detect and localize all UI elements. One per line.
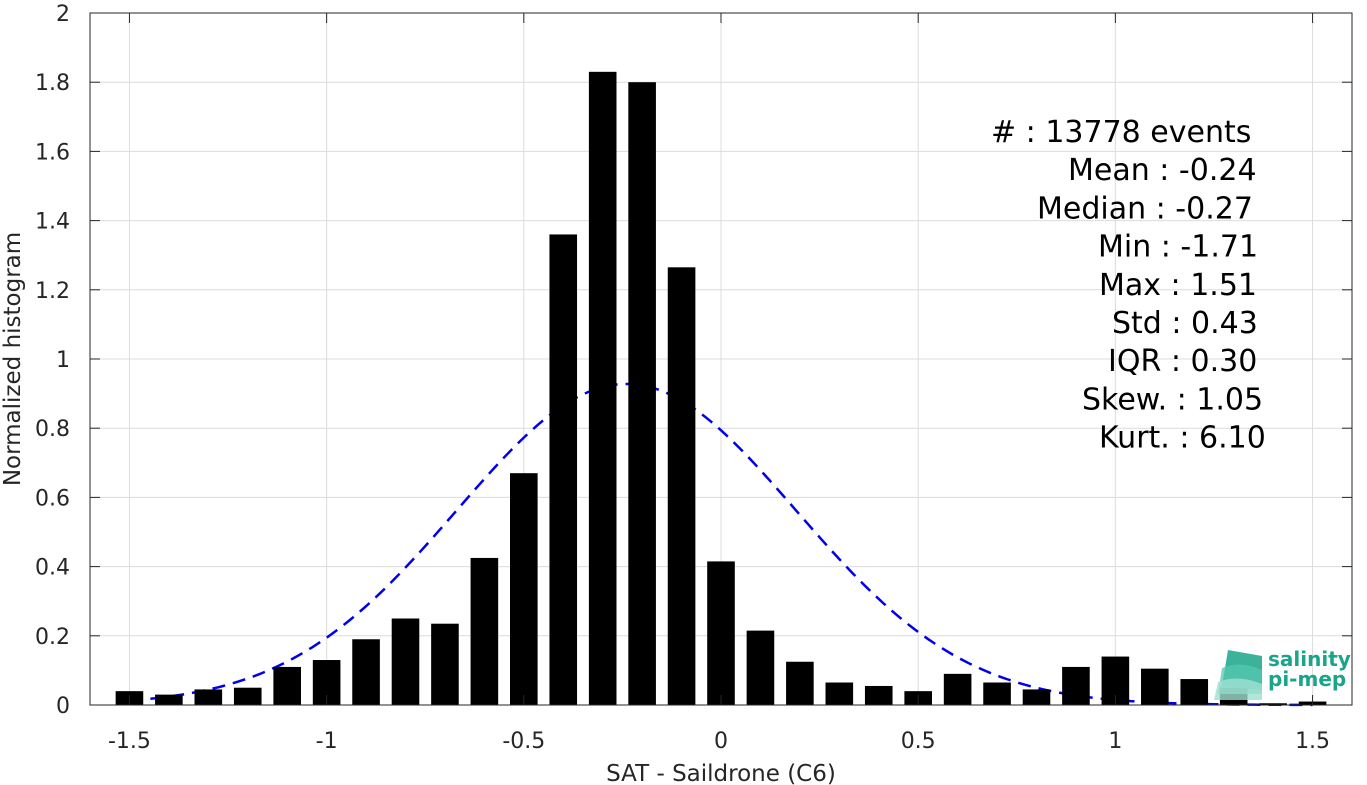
y-axis-title: Normalized histogram <box>0 232 26 486</box>
histogram-bar <box>233 687 262 705</box>
x-tick-label: 1 <box>1108 729 1122 754</box>
y-tick-label: 1.2 <box>35 279 70 304</box>
y-tick-label: 0.2 <box>35 625 70 650</box>
histogram-bar <box>431 623 459 705</box>
y-tick-label: 0.6 <box>35 486 70 511</box>
histogram-bar <box>588 71 617 705</box>
stats-line: Std : 0.43 <box>1112 306 1258 341</box>
y-tick-label: 1.6 <box>35 140 70 165</box>
histogram-bar <box>1259 703 1287 705</box>
y-tick-label: 2 <box>56 2 70 27</box>
stats-line: Skew. : 1.05 <box>1082 382 1263 417</box>
stats-line: Max : 1.51 <box>1099 268 1257 303</box>
y-tick-label: 1.4 <box>35 210 70 235</box>
x-tick-labels: -1.5 -1 -0.5 0 0.5 1 1.5 <box>108 729 1330 754</box>
histogram-bar <box>1062 666 1090 705</box>
histogram-bar <box>194 689 223 705</box>
histogram-bar <box>549 234 578 705</box>
y-tick-label: 0.8 <box>35 417 70 442</box>
x-tick-label: -0.5 <box>502 729 545 754</box>
histogram-bar <box>707 561 735 705</box>
stats-line: IQR : 0.30 <box>1108 344 1257 379</box>
histogram-bar <box>1022 689 1051 705</box>
histogram-bar <box>391 618 420 705</box>
histogram-bar <box>352 639 380 705</box>
histogram-bar <box>470 557 499 705</box>
histogram-bar <box>864 685 893 705</box>
histogram-bar <box>825 682 854 705</box>
histogram-bar <box>943 673 972 705</box>
y-tick-label: 1.8 <box>35 71 70 96</box>
histogram-bar <box>273 666 301 705</box>
stats-line: Mean : -0.24 <box>1068 153 1257 188</box>
y-tick-label: 0 <box>56 694 70 719</box>
waves-icon <box>1214 650 1262 700</box>
stats-line: Median : -0.27 <box>1037 191 1253 226</box>
histogram-bars <box>115 71 1327 705</box>
y-tick-labels: 0 0.2 0.4 0.6 0.8 1 1.2 1.4 1.6 1.8 2 <box>35 2 70 719</box>
stats-line: Kurt. : 6.10 <box>1099 421 1266 456</box>
x-tick-label: -1.5 <box>108 729 151 754</box>
stats-line: # : 13778 events <box>991 115 1251 150</box>
histogram-bar <box>1141 668 1169 705</box>
stats-line: Min : -1.71 <box>1098 230 1258 265</box>
histogram-bar <box>628 82 656 705</box>
x-tick-label: 0 <box>714 729 728 754</box>
x-tick-label: -1 <box>316 729 338 754</box>
logo-line-1: salinity <box>1268 647 1351 671</box>
x-tick-label: 1.5 <box>1295 729 1330 754</box>
histogram-bar <box>1180 679 1209 705</box>
x-tick-label: 0.5 <box>901 729 936 754</box>
histogram-bar <box>667 267 696 705</box>
x-axis-title: SAT - Saildrone (C6) <box>606 761 836 785</box>
gaussian-fit-curve <box>129 382 1313 707</box>
salinity-pi-mep-logo: salinity pi-mep <box>1214 647 1351 700</box>
histogram-bar <box>983 682 1011 705</box>
histogram-bar <box>510 473 538 705</box>
y-tick-label: 0.4 <box>35 556 70 581</box>
y-tick-label: 1 <box>56 348 70 373</box>
axis-ticks <box>90 12 1352 706</box>
histogram-bar <box>155 694 183 705</box>
histogram-bar <box>746 630 775 705</box>
logo-line-2: pi-mep <box>1268 667 1346 691</box>
histogram-bar <box>786 661 814 705</box>
